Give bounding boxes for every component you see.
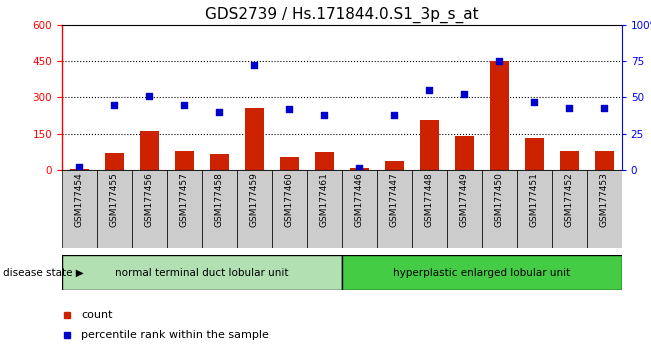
Bar — [140, 131, 159, 170]
Text: GSM177461: GSM177461 — [320, 172, 329, 227]
Point — [214, 109, 225, 115]
Bar — [551, 25, 587, 170]
Text: GSM177455: GSM177455 — [110, 172, 119, 227]
Text: count: count — [81, 310, 113, 320]
Text: GSM177448: GSM177448 — [424, 172, 434, 227]
Bar — [202, 25, 237, 170]
Bar — [342, 255, 622, 290]
Bar — [245, 108, 264, 170]
Bar — [551, 170, 587, 248]
Bar — [167, 170, 202, 248]
Bar — [271, 25, 307, 170]
Bar — [97, 25, 132, 170]
Bar — [587, 25, 622, 170]
Point — [249, 63, 260, 68]
Bar — [490, 61, 509, 170]
Bar — [482, 25, 517, 170]
Text: normal terminal duct lobular unit: normal terminal duct lobular unit — [115, 268, 288, 278]
Bar — [62, 170, 97, 248]
Bar — [482, 170, 517, 248]
Bar — [517, 25, 551, 170]
Text: percentile rank within the sample: percentile rank within the sample — [81, 330, 270, 339]
Bar — [280, 156, 299, 170]
Text: GSM177446: GSM177446 — [355, 172, 364, 227]
Bar — [210, 154, 229, 170]
Text: GSM177450: GSM177450 — [495, 172, 504, 227]
Text: GSM177456: GSM177456 — [145, 172, 154, 227]
Point — [354, 166, 365, 171]
Text: GSM177447: GSM177447 — [390, 172, 399, 227]
Bar — [174, 150, 194, 170]
Bar — [132, 170, 167, 248]
Point — [179, 102, 189, 107]
Text: GSM177453: GSM177453 — [600, 172, 609, 227]
Bar — [237, 25, 271, 170]
Point — [109, 102, 120, 107]
Bar — [167, 25, 202, 170]
Bar — [594, 150, 614, 170]
Bar — [447, 170, 482, 248]
Bar — [342, 25, 377, 170]
Bar — [97, 170, 132, 248]
Bar — [202, 170, 237, 248]
Bar — [307, 25, 342, 170]
Bar — [454, 136, 474, 170]
Bar — [62, 25, 97, 170]
Text: GSM177451: GSM177451 — [530, 172, 539, 227]
Bar — [342, 170, 377, 248]
Bar — [350, 167, 369, 170]
Bar — [132, 25, 167, 170]
Bar — [385, 161, 404, 170]
Point — [389, 112, 400, 118]
Bar — [411, 25, 447, 170]
Bar — [105, 153, 124, 170]
Title: GDS2739 / Hs.171844.0.S1_3p_s_at: GDS2739 / Hs.171844.0.S1_3p_s_at — [205, 7, 478, 23]
Text: GSM177454: GSM177454 — [75, 172, 84, 227]
Point — [564, 105, 574, 110]
Text: GSM177457: GSM177457 — [180, 172, 189, 227]
Bar — [587, 170, 622, 248]
Text: GSM177458: GSM177458 — [215, 172, 224, 227]
Bar — [307, 170, 342, 248]
Bar — [517, 170, 551, 248]
Bar — [314, 152, 334, 170]
Point — [599, 105, 609, 110]
Bar — [560, 150, 579, 170]
Bar — [271, 170, 307, 248]
Bar — [377, 25, 411, 170]
Bar — [420, 120, 439, 170]
Text: GSM177459: GSM177459 — [250, 172, 259, 227]
Bar — [62, 255, 342, 290]
Text: GSM177460: GSM177460 — [284, 172, 294, 227]
Text: hyperplastic enlarged lobular unit: hyperplastic enlarged lobular unit — [393, 268, 570, 278]
Point — [74, 164, 85, 170]
Point — [529, 99, 540, 104]
Point — [424, 87, 434, 93]
Text: GSM177449: GSM177449 — [460, 172, 469, 227]
Text: disease state ▶: disease state ▶ — [3, 268, 84, 278]
Bar — [525, 138, 544, 170]
Bar — [377, 170, 411, 248]
Point — [319, 112, 329, 118]
Point — [144, 93, 154, 99]
Bar — [237, 170, 271, 248]
Bar — [447, 25, 482, 170]
Point — [459, 92, 469, 97]
Bar — [411, 170, 447, 248]
Text: GSM177452: GSM177452 — [564, 172, 574, 227]
Point — [494, 58, 505, 64]
Point — [284, 106, 294, 112]
Bar — [70, 169, 89, 170]
